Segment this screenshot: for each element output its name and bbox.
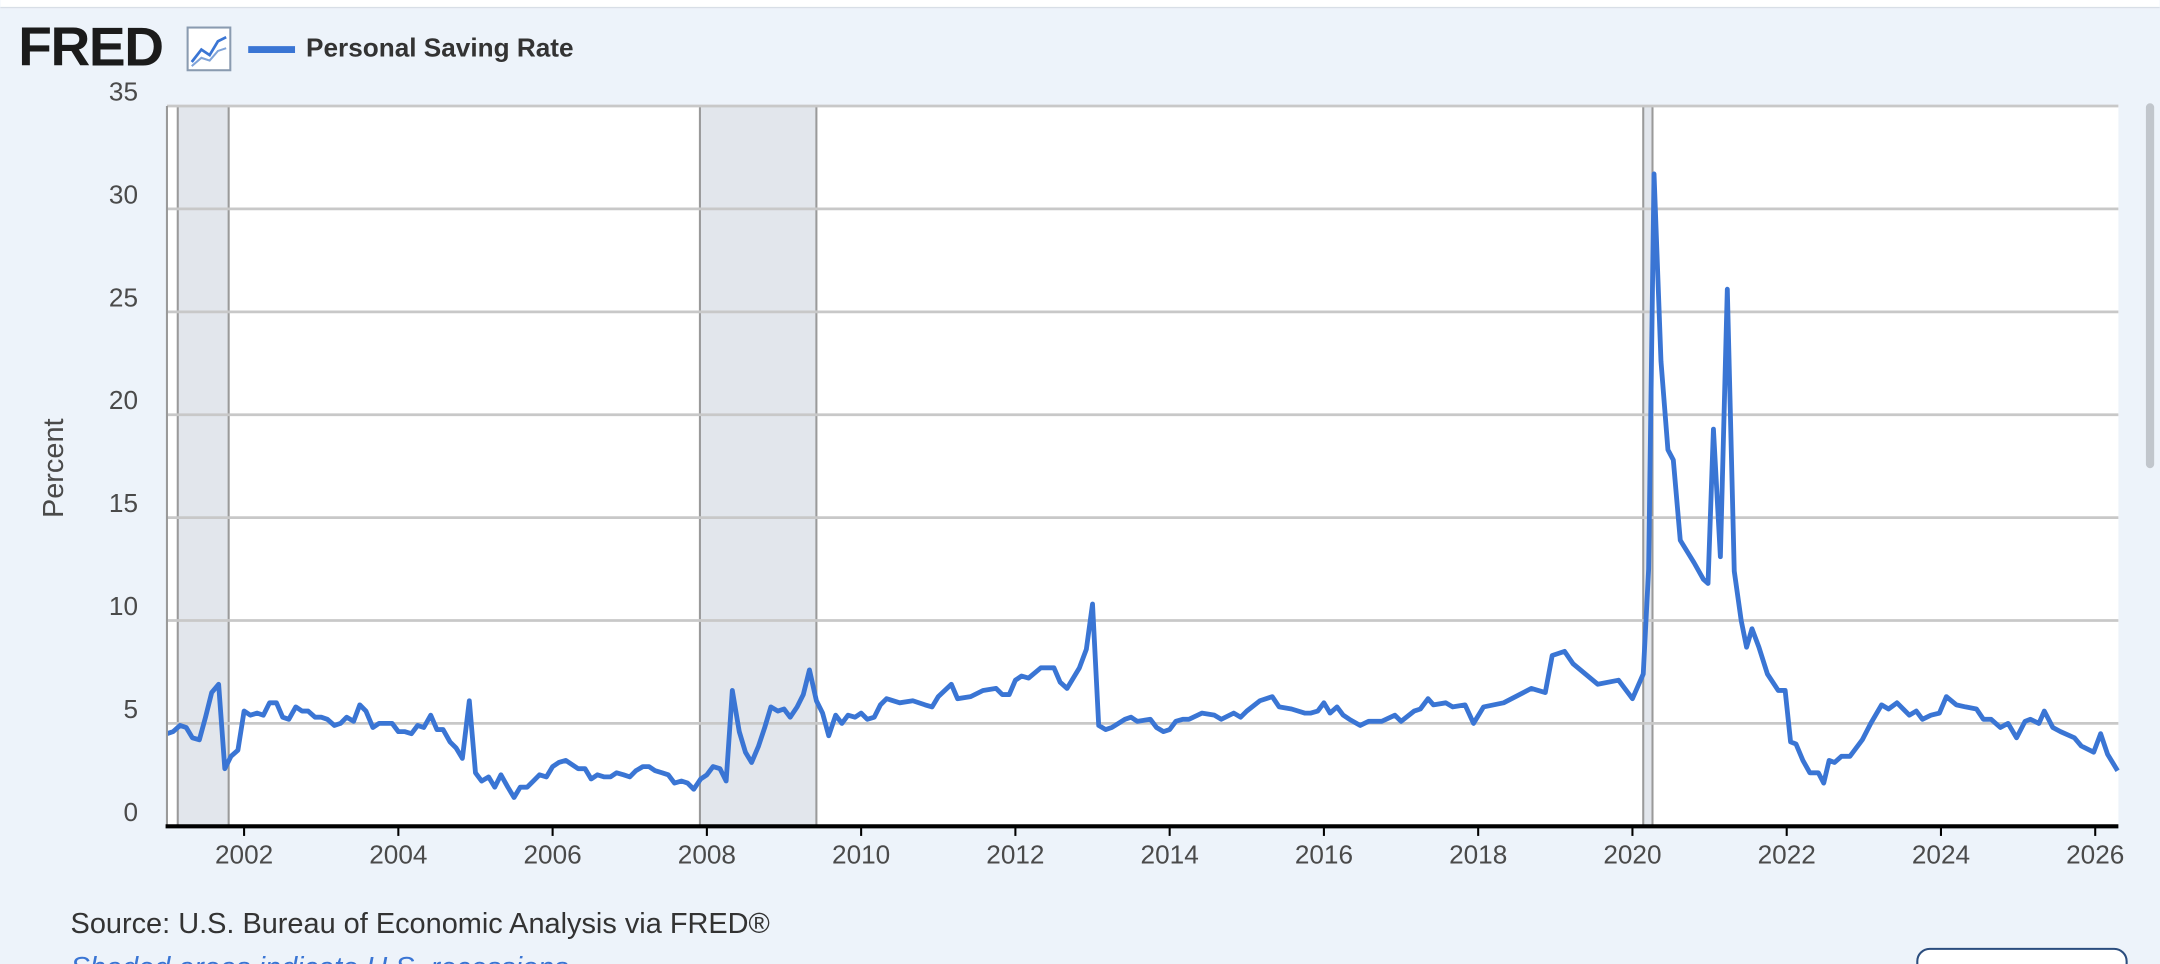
x-tick-label: 2014 (1141, 839, 1199, 869)
y-tick-label: 10 (109, 591, 138, 621)
y-tick-label: 25 (109, 282, 138, 312)
x-tick-label: 2008 (678, 839, 736, 869)
top-border (0, 6, 2160, 9)
x-tick-label: 2002 (215, 839, 273, 869)
y-axis-title: Percent (38, 418, 70, 518)
x-tick-label: 2004 (369, 839, 427, 869)
x-tick-label: 2022 (1758, 839, 1816, 869)
logo[interactable]: FRED (18, 16, 164, 78)
source: Source: U.S. Bureau of Economic Analysis… (71, 908, 770, 940)
legend-label[interactable]: Personal Saving Rate (306, 32, 573, 62)
series-line (166, 171, 2120, 800)
plot-area (166, 106, 2119, 827)
top-strip (0, 0, 2160, 9)
y-tick-label: 30 (109, 179, 138, 209)
x-tick-label: 2026 (2066, 839, 2124, 869)
x-tick-label: 2010 (832, 839, 890, 869)
y-tick-label: 20 (109, 385, 138, 415)
scrollbar[interactable] (2145, 103, 2155, 469)
y-tick-label: 5 (123, 694, 138, 724)
recession-band (698, 105, 818, 828)
x-tick-label: 2018 (1449, 839, 1507, 869)
x-tick-label: 2024 (1912, 839, 1970, 869)
x-tick-label: 2006 (524, 839, 582, 869)
button[interactable] (1916, 947, 2128, 964)
y-tick-label: 15 (109, 488, 138, 518)
y-tick-label: 35 (109, 77, 138, 107)
y-tick-label: 0 (123, 797, 138, 827)
x-tick-label: 2012 (986, 839, 1044, 869)
recession-note: Shaded areas indicate U.S. recessions (71, 952, 569, 964)
x-tick-label: 2020 (1603, 839, 1661, 869)
logo-icon (186, 26, 232, 72)
x-tick-label: 2016 (1295, 839, 1353, 869)
